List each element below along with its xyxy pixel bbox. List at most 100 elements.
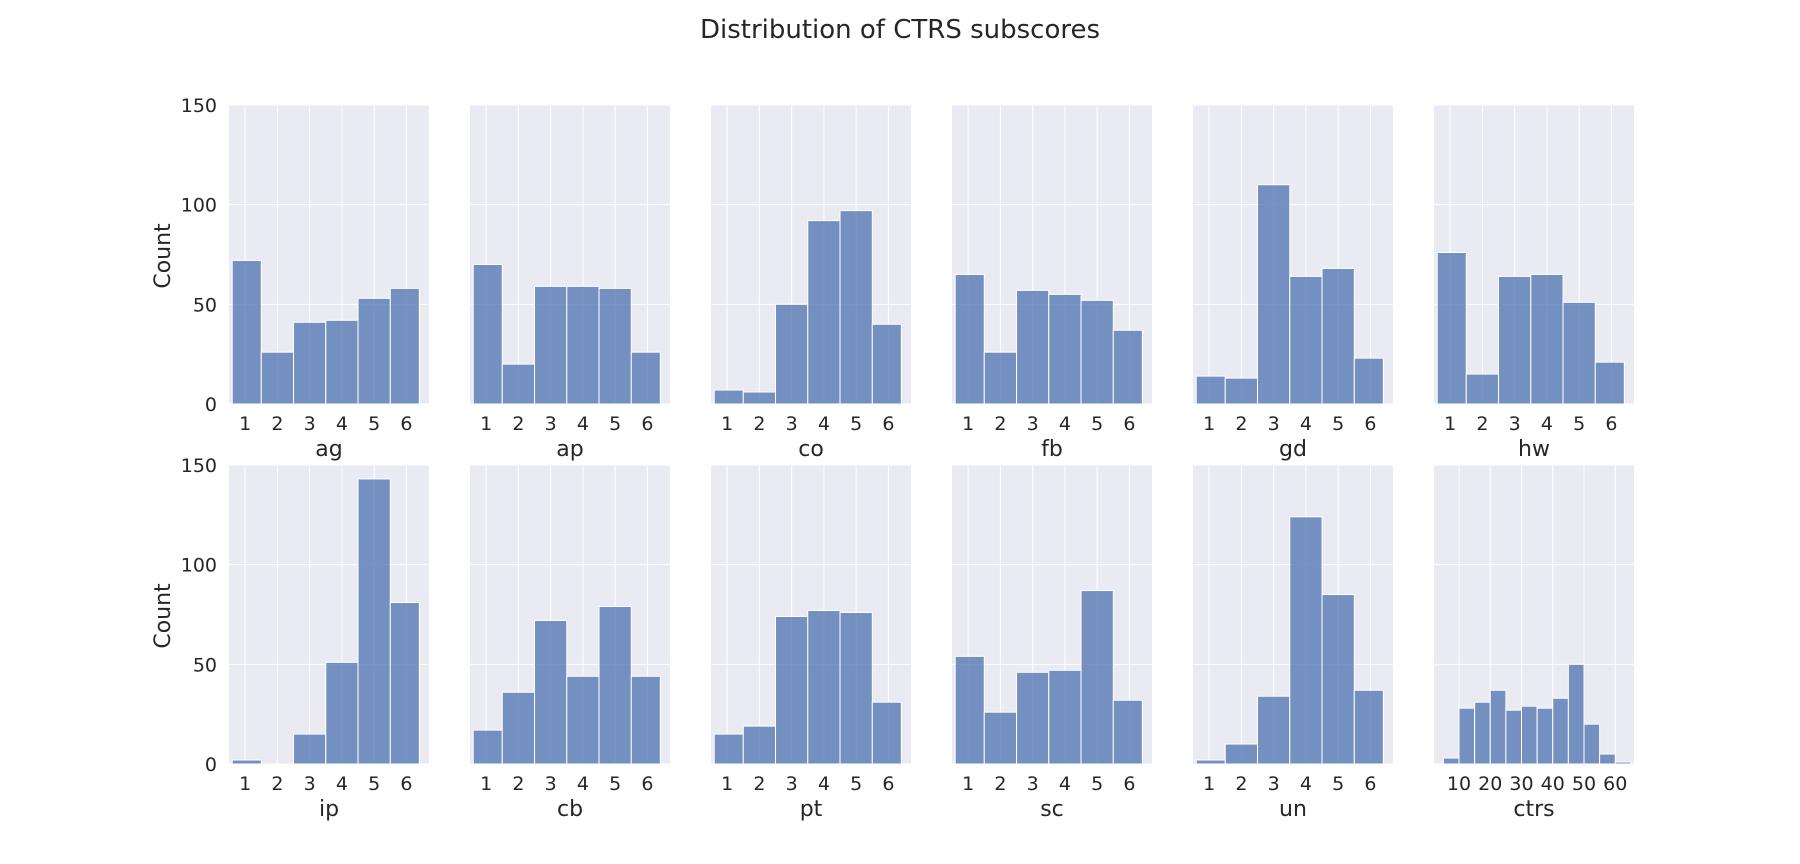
bar-sc-3 [1016,671,1050,765]
x-tick-label: 5 [609,773,621,795]
bar-ap-1 [472,263,503,405]
bar-fb-6 [1112,329,1143,405]
y-tick-label: 150 [181,455,217,477]
bar-sc-2 [983,711,1018,765]
bar-ap-4 [566,285,600,405]
panel-ctrs: 10 20 30 40 50 60 ctrs [1434,464,1634,822]
bar-ctrs-9 [1567,663,1585,765]
y-tick-label: 50 [193,294,217,316]
x-tick-label: 60 [1603,773,1627,795]
x-axis-label: ag [315,437,342,462]
panel-ip: 1 2 3 4 5 6 ip 0 50 100 150 [181,455,429,822]
x-axis-label: un [1279,797,1307,822]
x-tick-label: 3 [1027,773,1039,795]
x-tick-label: 6 [1123,773,1135,795]
x-tick-label: 3 [304,413,316,435]
panel-ag: 1 2 3 4 5 6 ag 0 50 100 150 [181,95,429,462]
x-axis-label: gd [1279,437,1307,462]
x-tick-label: 2 [1235,413,1247,435]
x-tick-label: 4 [1300,413,1312,435]
bar-sc-1 [954,655,985,765]
bar-un-2 [1224,743,1259,765]
bar-un-3 [1257,695,1291,765]
x-tick-label: 5 [1332,773,1344,795]
bar-ag-3 [293,321,327,405]
y-tick-label: 100 [181,195,217,217]
x-tick-label: 2 [1476,413,1488,435]
bar-gd-6 [1353,357,1384,405]
bar-ap-2 [501,363,536,405]
bar-ctrs-7 [1536,707,1554,765]
bar-cb-3 [534,619,568,765]
bar-cb-2 [501,691,536,765]
panel-sc: 1 2 3 4 5 6 sc [952,464,1152,822]
panel-co: 1 2 3 4 5 6 co [711,104,911,462]
bar-ag-1 [231,259,262,405]
bar-ag-4 [325,319,359,405]
bar-ip-1 [231,759,262,765]
x-tick-label: 2 [994,413,1006,435]
figure-title: Distribution of CTRS subscores [700,15,1100,45]
x-tick-label: 50 [1572,773,1596,795]
x-tick-label: 2 [1235,773,1247,795]
x-axis-label: ap [556,437,583,462]
bar-ip-6 [389,602,420,765]
x-tick-label: 1 [1203,413,1215,435]
panel-hw: 1 2 3 4 5 6 hw [1434,104,1634,462]
x-tick-label: 6 [400,413,412,435]
bar-cb-5 [598,606,632,765]
bar-un-4 [1289,516,1323,765]
x-tick-label: 2 [512,413,524,435]
bar-un-6 [1353,689,1384,765]
x-tick-label: 2 [753,413,765,435]
x-tick-label: 4 [1059,413,1071,435]
x-tick-label: 3 [786,413,798,435]
x-tick-label: 6 [1364,413,1376,435]
panel-gd: 1 2 3 4 5 6 gd [1193,104,1393,462]
x-tick-label: 1 [480,413,492,435]
bar-co-6 [871,323,902,405]
x-tick-label: 6 [641,773,653,795]
y-tick-label: 100 [181,555,217,577]
x-tick-label: 4 [818,413,830,435]
bar-fb-2 [983,351,1018,405]
bar-co-4 [807,220,841,405]
bar-ctrs-11 [1599,753,1616,765]
x-tick-label: 10 [1447,773,1471,795]
x-axis-label: sc [1040,797,1064,822]
bar-ctrs-10 [1583,723,1601,765]
panel-pt: 1 2 3 4 5 6 pt [711,464,911,822]
bar-gd-2 [1224,377,1259,405]
bar-hw-6 [1594,361,1625,405]
x-tick-label: 5 [1573,413,1585,435]
x-tick-label: 5 [368,773,380,795]
x-tick-label: 5 [609,413,621,435]
x-tick-label: 1 [1444,413,1456,435]
panel-fb: 1 2 3 4 5 6 fb [952,104,1152,462]
panel-ap: 1 2 3 4 5 6 ap [470,104,670,462]
x-tick-label: 4 [336,413,348,435]
bar-co-1 [713,389,744,405]
y-tick-label: 0 [205,394,217,416]
x-tick-label: 6 [641,413,653,435]
bar-hw-2 [1465,373,1500,405]
bar-sc-4 [1048,669,1082,765]
x-tick-label: 4 [1300,773,1312,795]
bar-fb-3 [1016,289,1050,405]
x-tick-label: 4 [1059,773,1071,795]
x-axis-label: ip [319,797,339,822]
bar-gd-1 [1195,375,1226,405]
bar-ctrs-3 [1474,701,1491,765]
bar-co-3 [775,303,809,405]
x-tick-label: 5 [1091,413,1103,435]
x-tick-label: 5 [1332,413,1344,435]
panel-cb: 1 2 3 4 5 6 cb [470,464,670,822]
x-tick-label: 1 [962,413,974,435]
bar-ctrs-4 [1489,689,1507,765]
y-tick-label: 0 [205,754,217,776]
x-tick-label: 4 [1541,413,1553,435]
bar-ap-5 [598,287,632,405]
y-axis-label-row-1: Count [151,223,176,289]
x-tick-label: 6 [882,773,894,795]
